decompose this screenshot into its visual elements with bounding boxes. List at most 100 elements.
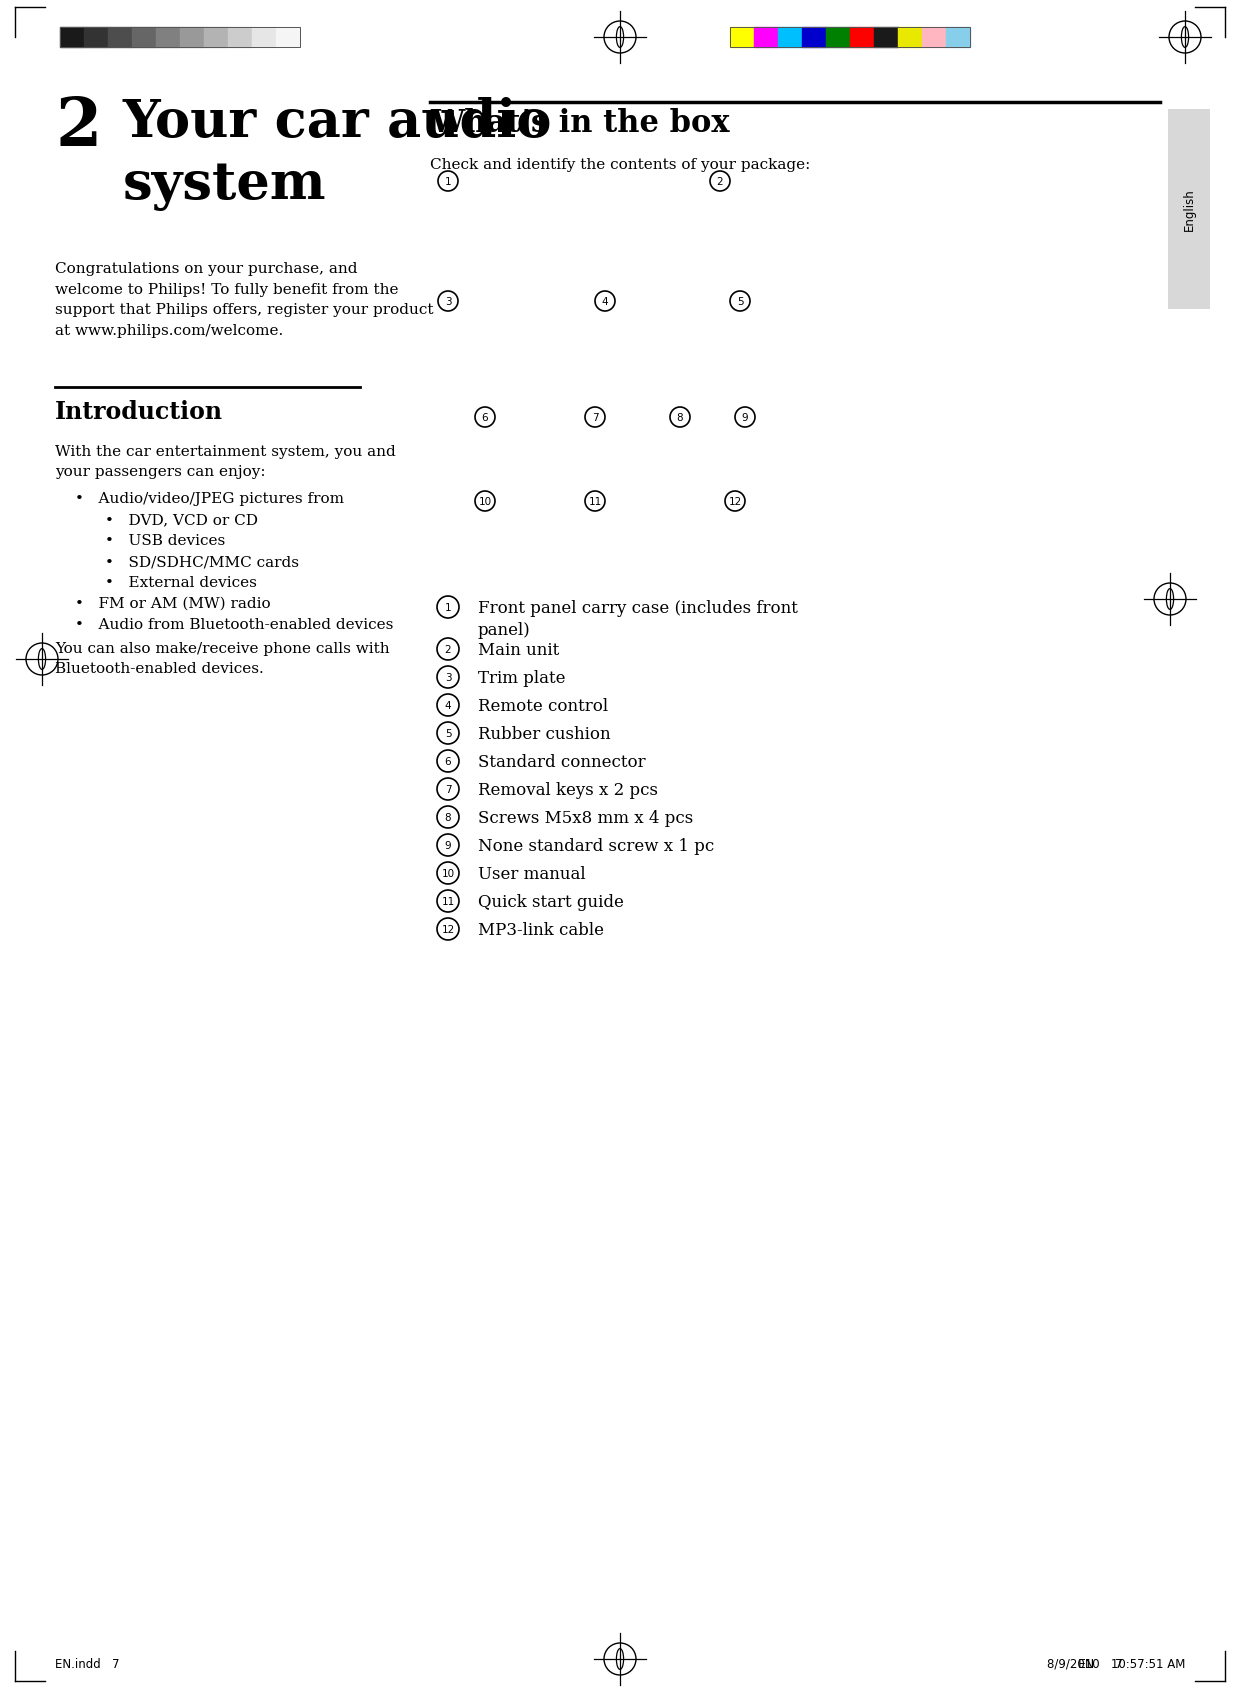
Bar <box>730 29 970 47</box>
Text: Check and identify the contents of your package:: Check and identify the contents of your … <box>430 157 811 172</box>
Bar <box>898 29 923 47</box>
Circle shape <box>436 779 459 801</box>
Text: system: system <box>123 160 326 211</box>
Text: •   DVD, VCD or CD: • DVD, VCD or CD <box>105 513 258 527</box>
Text: 8: 8 <box>677 412 683 422</box>
Text: None standard screw x 1 pc: None standard screw x 1 pc <box>477 838 714 855</box>
Circle shape <box>436 667 459 689</box>
Bar <box>777 29 802 47</box>
Bar <box>131 29 156 47</box>
Bar <box>1168 110 1210 309</box>
Circle shape <box>735 407 755 427</box>
Text: 5: 5 <box>737 297 743 307</box>
Bar <box>252 29 277 47</box>
Text: 9: 9 <box>742 412 748 422</box>
Text: MP3-link cable: MP3-link cable <box>477 922 604 939</box>
Text: 11: 11 <box>441 897 455 907</box>
Text: 10: 10 <box>441 868 455 878</box>
Text: 7: 7 <box>591 412 599 422</box>
Text: 8/9/2010   10:57:51 AM: 8/9/2010 10:57:51 AM <box>1047 1657 1185 1670</box>
Circle shape <box>475 407 495 427</box>
Text: 2: 2 <box>445 645 451 655</box>
Text: Removal keys x 2 pcs: Removal keys x 2 pcs <box>477 782 658 799</box>
Text: Trim plate: Trim plate <box>477 669 565 687</box>
Text: Quick start guide: Quick start guide <box>477 893 624 910</box>
Text: 4: 4 <box>445 701 451 711</box>
Text: English: English <box>1183 189 1195 231</box>
Text: 7: 7 <box>1115 1657 1123 1670</box>
Text: •   External devices: • External devices <box>105 576 257 589</box>
Text: •   Audio from Bluetooth-enabled devices: • Audio from Bluetooth-enabled devices <box>74 618 393 632</box>
Text: Your car audio: Your car audio <box>123 96 553 149</box>
Circle shape <box>438 172 458 193</box>
Text: User manual: User manual <box>477 865 585 882</box>
Circle shape <box>436 863 459 885</box>
Circle shape <box>436 596 459 618</box>
Text: 5: 5 <box>445 728 451 738</box>
Bar <box>946 29 970 47</box>
Circle shape <box>585 407 605 427</box>
Bar <box>826 29 849 47</box>
Circle shape <box>436 807 459 829</box>
Text: 2: 2 <box>717 177 723 187</box>
Text: •   USB devices: • USB devices <box>105 534 226 547</box>
Circle shape <box>725 491 745 512</box>
Text: 6: 6 <box>481 412 489 422</box>
Circle shape <box>438 292 458 312</box>
Text: Main unit: Main unit <box>477 642 559 659</box>
Bar <box>228 29 252 47</box>
Circle shape <box>436 723 459 745</box>
Text: 11: 11 <box>588 497 601 507</box>
Text: 3: 3 <box>445 672 451 682</box>
Circle shape <box>595 292 615 312</box>
Text: 3: 3 <box>445 297 451 307</box>
Bar <box>84 29 108 47</box>
Text: 12: 12 <box>728 497 742 507</box>
Circle shape <box>670 407 689 427</box>
Bar <box>60 29 300 47</box>
Text: Screws M5x8 mm x 4 pcs: Screws M5x8 mm x 4 pcs <box>477 809 693 826</box>
Text: •   FM or AM (MW) radio: • FM or AM (MW) radio <box>74 596 270 611</box>
Text: 2: 2 <box>55 95 102 160</box>
Bar <box>754 29 777 47</box>
Bar <box>205 29 228 47</box>
Text: Rubber cushion: Rubber cushion <box>477 726 610 743</box>
Circle shape <box>436 750 459 772</box>
Text: 8: 8 <box>445 812 451 823</box>
Text: 12: 12 <box>441 924 455 934</box>
Text: Congratulations on your purchase, and
welcome to Philips! To fully benefit from : Congratulations on your purchase, and we… <box>55 262 434 338</box>
Text: 6: 6 <box>445 757 451 767</box>
Bar <box>923 29 946 47</box>
Circle shape <box>585 491 605 512</box>
Text: 4: 4 <box>601 297 609 307</box>
Text: 1: 1 <box>445 603 451 613</box>
Text: EN.indd   7: EN.indd 7 <box>55 1657 119 1670</box>
Text: 1: 1 <box>445 177 451 187</box>
Circle shape <box>436 638 459 660</box>
Text: With the car entertainment system, you and
your passengers can enjoy:: With the car entertainment system, you a… <box>55 444 396 478</box>
Bar <box>730 29 754 47</box>
Text: Front panel carry case (includes front
panel): Front panel carry case (includes front p… <box>477 600 797 638</box>
Circle shape <box>436 890 459 912</box>
Circle shape <box>436 919 459 941</box>
Text: •   Audio/video/JPEG pictures from: • Audio/video/JPEG pictures from <box>74 491 343 505</box>
Text: Remote control: Remote control <box>477 698 608 714</box>
Text: •   SD/SDHC/MMC cards: • SD/SDHC/MMC cards <box>105 554 299 569</box>
Text: What’s in the box: What’s in the box <box>430 108 729 138</box>
Bar <box>156 29 180 47</box>
Text: 9: 9 <box>445 841 451 851</box>
Circle shape <box>436 694 459 716</box>
Circle shape <box>711 172 730 193</box>
Text: 10: 10 <box>479 497 491 507</box>
Text: EN: EN <box>1078 1657 1095 1670</box>
Bar <box>108 29 131 47</box>
Bar <box>277 29 300 47</box>
Bar <box>874 29 898 47</box>
Circle shape <box>730 292 750 312</box>
Bar <box>180 29 205 47</box>
Text: Standard connector: Standard connector <box>477 753 646 770</box>
Text: 7: 7 <box>445 784 451 794</box>
Circle shape <box>475 491 495 512</box>
Bar <box>802 29 826 47</box>
Text: You can also make/receive phone calls with
Bluetooth-enabled devices.: You can also make/receive phone calls wi… <box>55 642 389 676</box>
